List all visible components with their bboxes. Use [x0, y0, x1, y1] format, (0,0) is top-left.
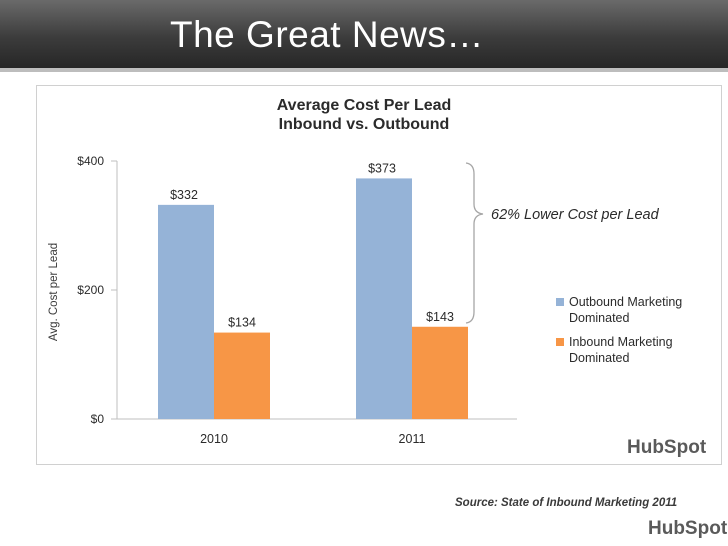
legend-label: Outbound Marketing	[569, 295, 682, 309]
y-axis-label: Avg. Cost per Lead	[48, 243, 60, 341]
chart-title: Average Cost Per Lead	[277, 97, 452, 114]
legend-swatch	[556, 298, 564, 306]
y-tick-label: $200	[77, 283, 104, 297]
chart-frame: Average Cost Per Lead Inbound vs. Outbou…	[36, 85, 722, 465]
slide-header: The Great News…	[0, 0, 728, 68]
chart-logo: HubSpot	[627, 437, 707, 458]
legend-label: Dominated	[569, 351, 629, 365]
legend-label: Dominated	[569, 311, 629, 325]
legend-swatch	[556, 338, 564, 346]
annotation-text: 62% Lower Cost per Lead	[491, 207, 660, 223]
x-tick-label: 2011	[399, 432, 426, 446]
footer-logo: HubSpot	[648, 518, 728, 539]
annotation-brace	[465, 162, 484, 324]
legend-label: Inbound Marketing	[569, 335, 673, 349]
bar-value-label: $134	[228, 316, 256, 330]
slide-title: The Great News…	[170, 14, 484, 55]
bar-2011-inbound	[412, 326, 468, 419]
header-divider	[0, 68, 728, 72]
bar-2010-inbound	[214, 332, 270, 419]
y-tick-label: $400	[77, 154, 104, 168]
chart-logo-text: HubSpot	[627, 437, 707, 458]
bar-value-label: $373	[368, 161, 396, 175]
bar-value-label: $143	[426, 310, 454, 324]
bar-2010-outbound	[158, 204, 214, 419]
x-tick-label: 2010	[200, 432, 228, 446]
chart-subtitle: Inbound vs. Outbound	[279, 116, 450, 133]
bar-chart: Average Cost Per Lead Inbound vs. Outbou…	[48, 97, 707, 458]
source-note: Source: State of Inbound Marketing 2011	[455, 497, 678, 509]
bar-2011-outbound	[356, 178, 412, 419]
y-tick-label: $0	[91, 412, 105, 426]
bar-value-label: $332	[170, 188, 198, 202]
